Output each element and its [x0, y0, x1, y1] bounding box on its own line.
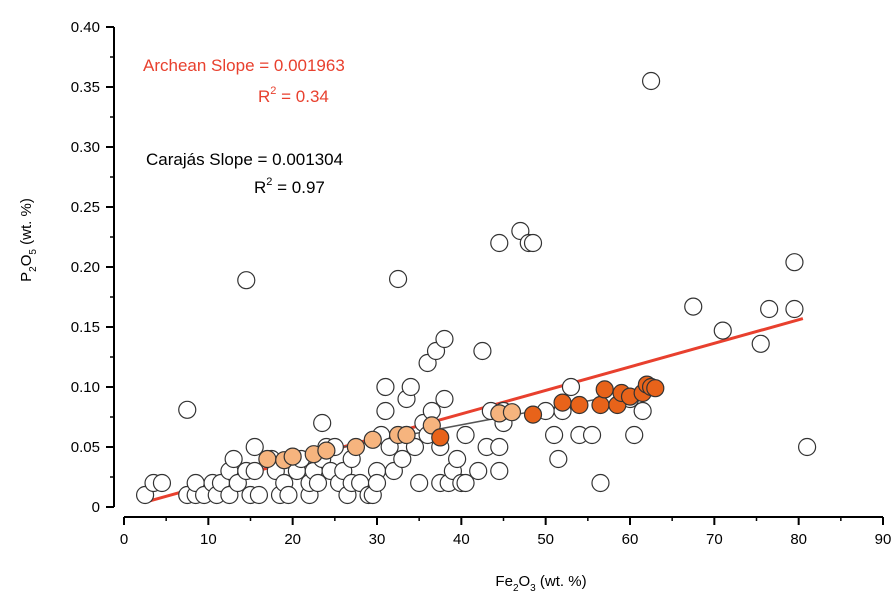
archean-point [178, 400, 197, 419]
archean-point [435, 329, 454, 349]
y-tick-label: 0.30 [71, 139, 100, 156]
data-points [135, 71, 817, 505]
y-tick-label: 0.40 [71, 19, 100, 36]
archean-point [633, 401, 652, 421]
archean-point [376, 377, 395, 397]
y-tick-label: 0.35 [71, 79, 100, 96]
y-tick-label: 0.15 [71, 319, 100, 336]
annotations: Archean Slope = 0.001963 R2 = 0.34 Caraj… [143, 56, 345, 197]
archean-point [785, 299, 804, 319]
archean-point [410, 473, 429, 493]
x-tick-label: 60 [622, 531, 639, 548]
carajas-point [346, 437, 366, 457]
x-tick-label: 80 [790, 531, 807, 548]
archean-point [388, 269, 408, 289]
archean-point [448, 449, 467, 469]
archean-point [435, 389, 454, 409]
archean-point [313, 413, 332, 433]
x-axis-title: Fe2O3 (wt. %) [495, 573, 586, 591]
archean-point [582, 425, 602, 445]
x-tick-label: 0 [120, 531, 128, 548]
carajas-point [363, 430, 382, 449]
y-tick-label: 0.25 [71, 199, 100, 216]
carajas-point [431, 428, 450, 447]
archean-point [473, 341, 492, 361]
axes: 0 10 20 30 40 50 60 70 80 90 0 0.05 0.10 0.15 0.20 0.2… [71, 19, 892, 548]
carajas-point [591, 395, 610, 415]
archean-point [224, 449, 243, 469]
carajas-point [553, 393, 572, 412]
y-axis-title: P2O5 (wt. %) [18, 198, 39, 282]
y-tick-label: 0.20 [71, 259, 100, 276]
carajas-point [258, 449, 277, 469]
archean-point [393, 449, 412, 469]
archean-point [490, 437, 509, 457]
archean-point [456, 425, 475, 445]
carajas-point [397, 425, 416, 445]
x-tick-label: 40 [453, 531, 470, 548]
archean-point [549, 449, 568, 469]
archean-point [561, 377, 581, 397]
x-tick-label: 30 [369, 531, 386, 548]
carajas-point [502, 403, 522, 422]
archean-point [544, 425, 564, 445]
carajas-point [523, 405, 543, 424]
archean-point [490, 233, 509, 253]
carajas-point [646, 379, 665, 398]
y-tick-label: 0.10 [71, 379, 100, 396]
carajas-point [570, 395, 589, 415]
carajas-point [595, 380, 614, 399]
archean-point [308, 473, 328, 493]
archean-point [376, 401, 395, 421]
archean-point [523, 233, 543, 253]
x-tick-label: 70 [706, 531, 723, 548]
archean-point [279, 485, 298, 505]
archean-point [237, 271, 256, 290]
archean-point [245, 437, 264, 457]
archean-point [456, 473, 475, 493]
archean-point [684, 297, 703, 316]
y-axis-ticks: 0 0.05 0.10 0.15 0.20 0.25 0.30 0.35 0.40 [71, 19, 114, 516]
archean-point [591, 473, 610, 493]
archean-point [625, 425, 644, 445]
archean-point [249, 485, 269, 505]
archean-point [401, 377, 420, 397]
archean-point [713, 321, 732, 340]
x-tick-label: 50 [537, 531, 554, 548]
x-tick-label: 10 [200, 531, 217, 548]
y-tick-label: 0 [92, 499, 100, 516]
carajas-point [283, 447, 302, 466]
carajas-r2-label: R2 = 0.97 [254, 176, 325, 197]
x-axis-ticks: 0 10 20 30 40 50 60 70 80 90 [120, 517, 892, 548]
archean-point [785, 253, 804, 272]
archean-point [245, 461, 264, 481]
archean-point [152, 473, 172, 493]
y-tick-label: 0.05 [71, 439, 100, 456]
archean-point [751, 334, 770, 353]
x-tick-label: 20 [284, 531, 301, 548]
archean-point [760, 299, 779, 319]
archean-point [367, 473, 387, 493]
archean-r2-label: R2 = 0.34 [258, 85, 329, 106]
archean-slope-label: Archean Slope = 0.001963 [143, 56, 345, 75]
carajas-slope-label: Carajás Slope = 0.001304 [146, 150, 343, 169]
x-tick-label: 90 [875, 531, 892, 548]
archean-point [469, 461, 488, 481]
archean-point [490, 461, 509, 481]
carajas-point [317, 441, 336, 460]
archean-point [797, 437, 817, 457]
archean-point [641, 71, 661, 91]
